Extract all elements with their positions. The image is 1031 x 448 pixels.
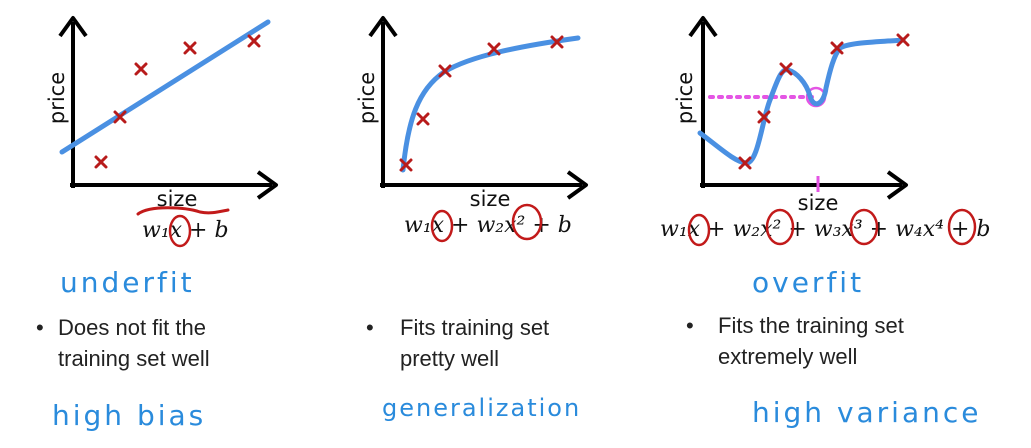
data-point (416, 112, 430, 126)
y-axis-arrowhead (58, 16, 88, 38)
data-point (247, 34, 261, 48)
bullet-text-line1: Does not fit the (58, 315, 206, 340)
equation-quartic: w₁x + w₂x² + w₃x³ + w₄x⁴ + b (660, 217, 990, 242)
x-highlight-circle (168, 214, 192, 248)
data-point (399, 158, 413, 172)
x-highlight-circle (430, 209, 454, 243)
linear-fit-line (59, 19, 271, 155)
y-axis-arrowhead (688, 16, 718, 38)
bullet-text-line2: training set well (58, 346, 210, 371)
bullet-dot: • (366, 315, 374, 340)
high-bias-label: high bias (52, 399, 206, 432)
panel-underfit: price size w₁x + b underfit • Does not f… (36, 16, 278, 432)
x-axis-label: size (798, 191, 839, 215)
data-point (830, 41, 844, 55)
y-axis-label: price (673, 72, 697, 124)
high-variance-label: high variance (752, 396, 982, 429)
y-axis-arrowhead (368, 16, 398, 38)
y-axis-label: price (355, 72, 379, 124)
underline-scribble (136, 206, 230, 216)
x-axis-arrowhead (566, 170, 588, 200)
polynomial-fit-curve (697, 37, 906, 166)
x4-highlight-circle (947, 208, 977, 246)
equation-quadratic: w₁x + w₂x² + b (404, 213, 572, 238)
data-point (134, 62, 148, 76)
overfit-label: overfit (752, 266, 864, 299)
y-axis-label: price (45, 72, 69, 124)
underfit-label: underfit (60, 266, 195, 299)
bullet-dot: • (686, 313, 694, 338)
x-axis-label: size (470, 187, 511, 211)
data-point (779, 62, 793, 76)
data-point (183, 41, 197, 55)
x2-highlight-circle (511, 203, 543, 241)
data-point (757, 110, 771, 124)
data-point (94, 155, 108, 169)
data-point (113, 110, 127, 124)
data-point (487, 42, 501, 56)
panel-overfit: price size w₁x + w₂x² + w₃x³ + w₄x⁴ + b … (660, 16, 990, 429)
x2-highlight-circle (765, 208, 795, 246)
bullet-dot: • (36, 315, 44, 340)
data-markers (738, 33, 910, 170)
data-point (438, 64, 452, 78)
data-point (896, 33, 910, 47)
data-point (738, 156, 752, 170)
generalization-label: generalization (382, 394, 581, 422)
bullet-text-line1: Fits the training set (718, 313, 904, 338)
data-markers (94, 34, 261, 169)
equation-linear: w₁x + b (142, 218, 229, 243)
data-markers (399, 35, 564, 172)
bullet-text-line1: Fits training set (400, 315, 549, 340)
x-axis-arrowhead (886, 170, 908, 200)
x3-highlight-circle (849, 208, 879, 246)
x-highlight-circle (687, 213, 711, 247)
bullet-text-line2: pretty well (400, 346, 499, 371)
x-axis-arrowhead (256, 170, 278, 200)
quadratic-fit-curve (400, 35, 581, 173)
panel-just-right: price size w₁x + w₂x² + b • Fits trainin… (355, 16, 588, 422)
bullet-text-line2: extremely well (718, 344, 857, 369)
data-point (550, 35, 564, 49)
